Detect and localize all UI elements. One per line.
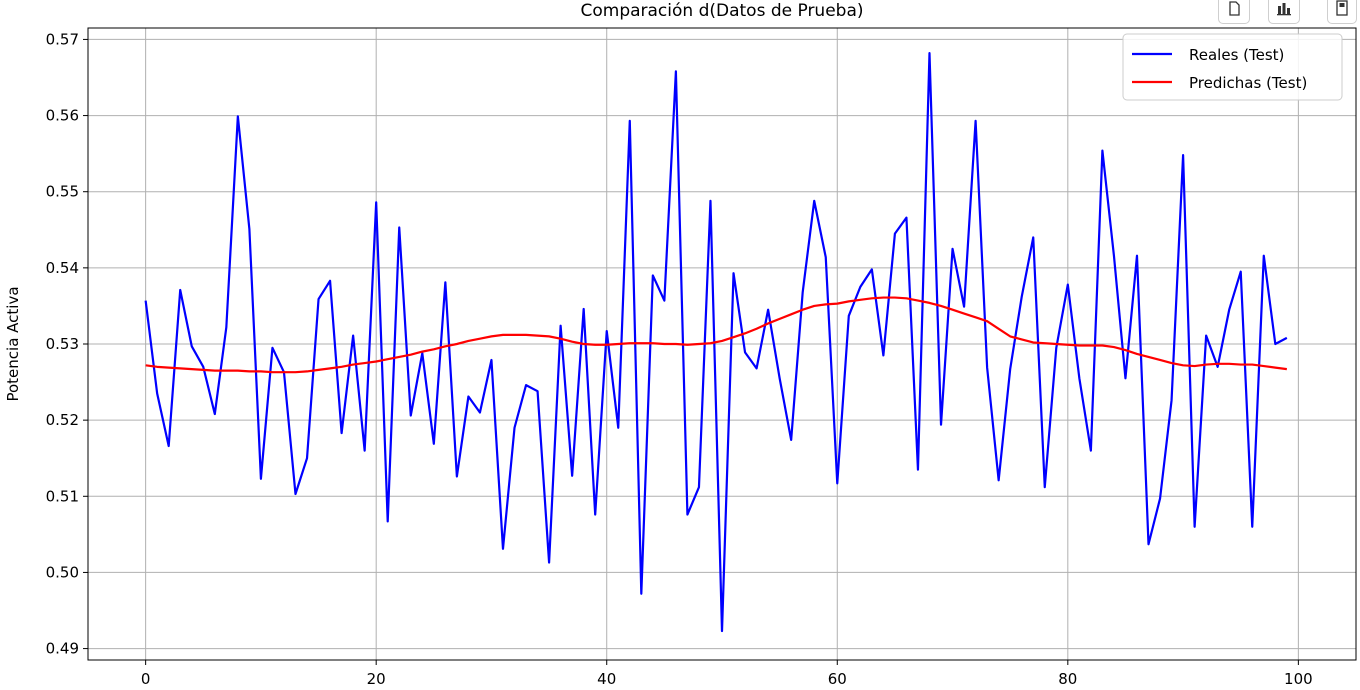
chart-button[interactable] bbox=[1268, 0, 1300, 24]
x-tick-label: 100 bbox=[1284, 670, 1313, 688]
y-tick-label: 0.53 bbox=[46, 335, 79, 353]
axis-ticks: 0 20 40 60 80 100 0.49 0.50 0.51 0.52 0.53 0.54 0.55… bbox=[46, 30, 1313, 688]
legend: Reales (Test) Predichas (Test) bbox=[1122, 33, 1343, 101]
legend-label: Reales (Test) bbox=[1189, 46, 1284, 64]
y-tick-label: 0.54 bbox=[46, 259, 79, 277]
export-icon bbox=[1336, 0, 1348, 16]
y-tick-label: 0.55 bbox=[46, 183, 79, 201]
y-axis-label: Potencia Activa bbox=[4, 286, 22, 401]
y-tick-label: 0.51 bbox=[46, 487, 79, 505]
copy-button[interactable] bbox=[1218, 0, 1250, 24]
y-tick-label: 0.50 bbox=[46, 563, 79, 581]
legend-label: Predichas (Test) bbox=[1189, 74, 1307, 92]
x-tick-label: 20 bbox=[367, 670, 386, 688]
series-line-reales bbox=[144, 52, 1288, 633]
x-tick-label: 60 bbox=[828, 670, 847, 688]
bar-chart-icon bbox=[1277, 3, 1291, 16]
x-tick-label: 0 bbox=[141, 670, 151, 688]
legend-box bbox=[1122, 33, 1343, 101]
grid-lines bbox=[88, 28, 1356, 660]
x-tick-label: 80 bbox=[1058, 670, 1077, 688]
chart-title: Comparación d(Datos de Prueba) bbox=[580, 1, 863, 21]
export-button[interactable] bbox=[1327, 0, 1357, 24]
y-tick-label: 0.57 bbox=[46, 30, 79, 48]
y-tick-label: 0.56 bbox=[46, 107, 79, 125]
y-tick-label: 0.52 bbox=[46, 411, 79, 429]
series-lines bbox=[144, 52, 1288, 633]
x-tick-label: 40 bbox=[597, 670, 616, 688]
series-line-predichas bbox=[145, 296, 1287, 374]
y-tick-label: 0.49 bbox=[46, 640, 79, 658]
copy-icon bbox=[1229, 1, 1240, 16]
plot-frame bbox=[87, 27, 1357, 661]
